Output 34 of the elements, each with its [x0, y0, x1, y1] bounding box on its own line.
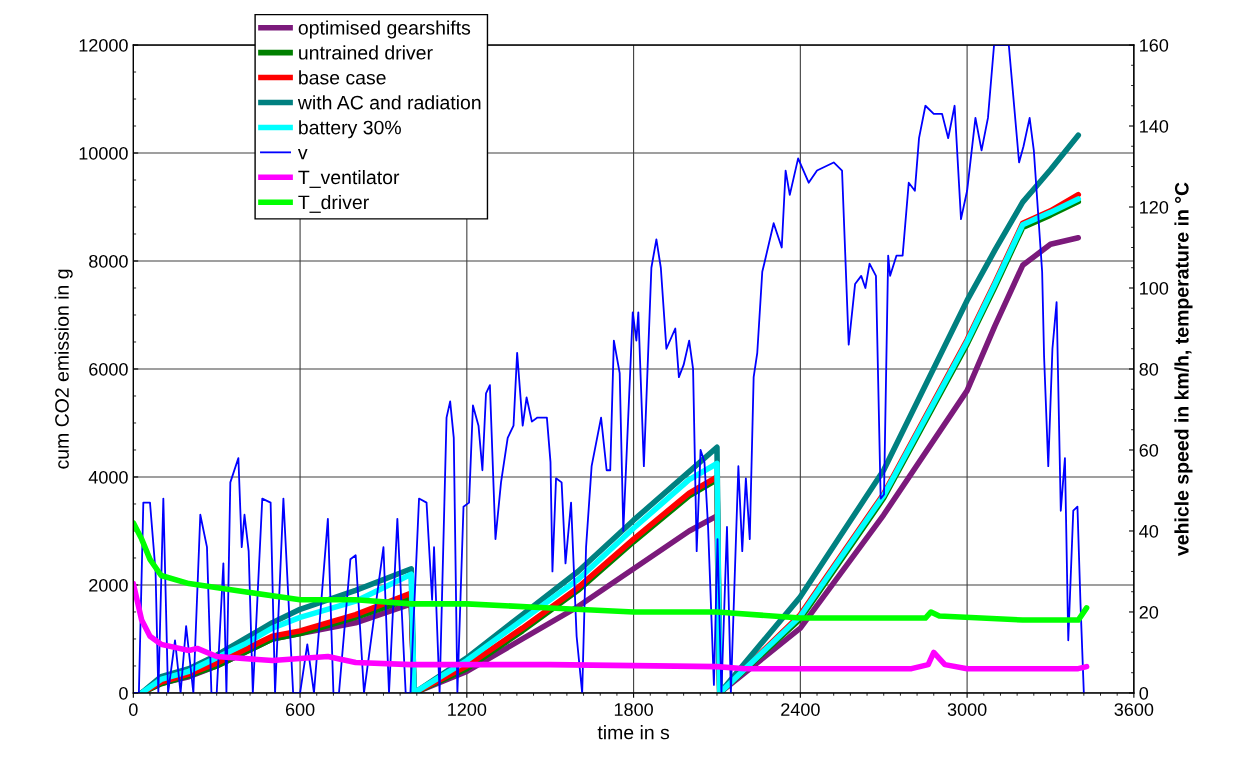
x-tick-label: 600 [285, 703, 315, 716]
legend-label: with AC and radiation [297, 95, 481, 110]
y2-tick-label: 40 [1139, 524, 1159, 538]
x-tick-label: 2400 [781, 703, 820, 716]
y2-tick-label: 120 [1140, 200, 1169, 214]
legend-label: T_driver [298, 194, 369, 213]
x-tick-label: 3600 [1114, 703, 1154, 716]
legend-label: optimised gearshifts [298, 20, 471, 39]
y2-tick-label: 140 [1140, 119, 1169, 133]
x-tick-label: 0 [129, 703, 138, 716]
y-tick-label: 10000 [79, 146, 128, 160]
legend-label: base case [299, 70, 386, 85]
y-tick-label: 4000 [88, 470, 128, 484]
y-tick-label: 12000 [79, 38, 128, 52]
legend-label: untrained driver [299, 45, 433, 60]
y2-axis-title: vehicle speed in km/h, temperature in °C [1174, 182, 1193, 556]
y-tick-label: 8000 [89, 254, 128, 268]
x-axis-title: time in s [597, 725, 670, 740]
legend-label: battery 30% [299, 120, 401, 139]
y-axis-title: cum CO2 emission in g [54, 269, 73, 469]
legend-label: v [297, 148, 308, 160]
y-tick-label: 2000 [89, 578, 128, 592]
x-tick-label: 1200 [448, 703, 487, 716]
y2-tick-label: 0 [1139, 686, 1149, 700]
x-tick-label: 1800 [614, 703, 653, 716]
legend-label: T_ventilator [298, 169, 400, 188]
y2-tick-label: 160 [1140, 38, 1169, 52]
x-tick-label: 3000 [947, 703, 987, 716]
y2-tick-label: 20 [1139, 605, 1159, 619]
y2-tick-label: 60 [1139, 443, 1159, 457]
y-tick-label: 0 [119, 686, 128, 700]
y2-tick-label: 80 [1139, 362, 1159, 376]
y-tick-label: 6000 [89, 362, 128, 376]
y2-tick-label: 100 [1140, 281, 1169, 295]
